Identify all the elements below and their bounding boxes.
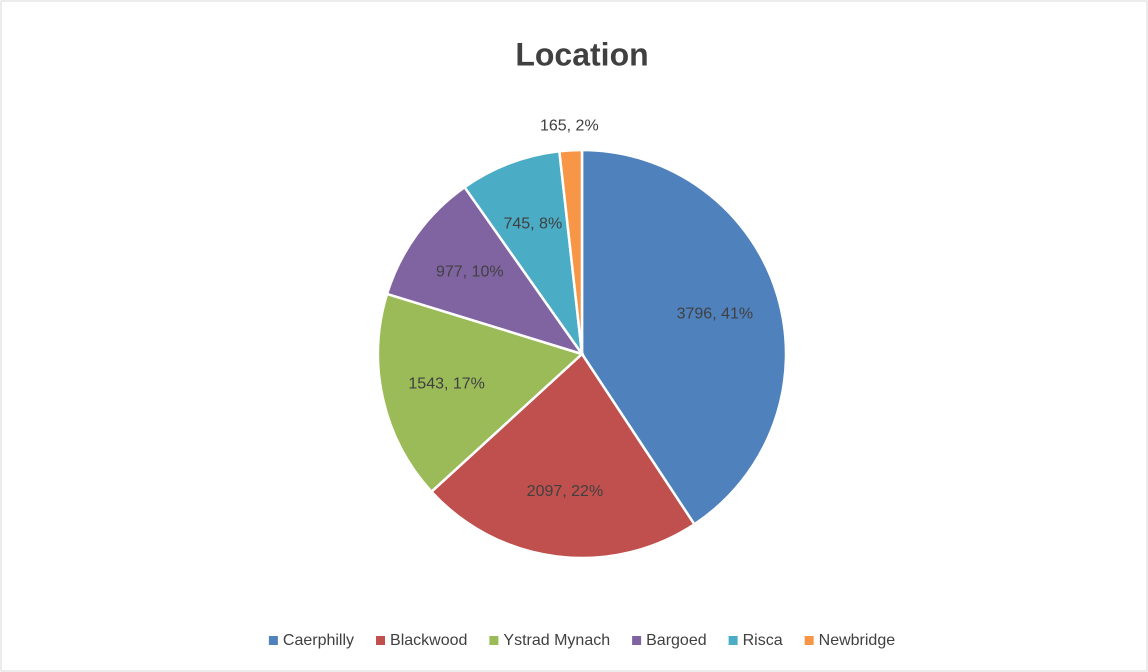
legend-label: Risca bbox=[743, 632, 783, 649]
data-label: 165, 2% bbox=[540, 118, 599, 135]
data-label: 3796, 41% bbox=[677, 305, 754, 322]
legend-label: Ystrad Mynach bbox=[503, 632, 610, 649]
data-label: 977, 10% bbox=[436, 264, 504, 281]
legend-swatch bbox=[268, 636, 278, 645]
pie-slice bbox=[429, 352, 697, 560]
pie-slice bbox=[462, 149, 584, 355]
legend-swatch bbox=[632, 636, 642, 645]
legend-swatch bbox=[728, 636, 738, 645]
pie-slice bbox=[376, 292, 585, 494]
legend-label: Blackwood bbox=[390, 632, 467, 649]
legend-label: Caerphilly bbox=[283, 632, 354, 649]
legend: Caerphilly Blackwood Ystrad Mynach Bargoed R… bbox=[268, 632, 896, 649]
data-label: 1543, 17% bbox=[408, 376, 485, 393]
legend-label: Bargoed bbox=[646, 632, 707, 649]
legend-swatch bbox=[489, 636, 499, 645]
legend-label: Newbridge bbox=[819, 632, 896, 649]
data-label: 745, 8% bbox=[503, 216, 562, 233]
pie-slice bbox=[385, 185, 586, 357]
data-label: 2097, 22% bbox=[527, 483, 604, 500]
legend-swatch bbox=[804, 636, 814, 645]
chart-title: Location bbox=[515, 36, 648, 72]
legend-swatch bbox=[376, 636, 386, 645]
pie-slice bbox=[557, 148, 584, 355]
